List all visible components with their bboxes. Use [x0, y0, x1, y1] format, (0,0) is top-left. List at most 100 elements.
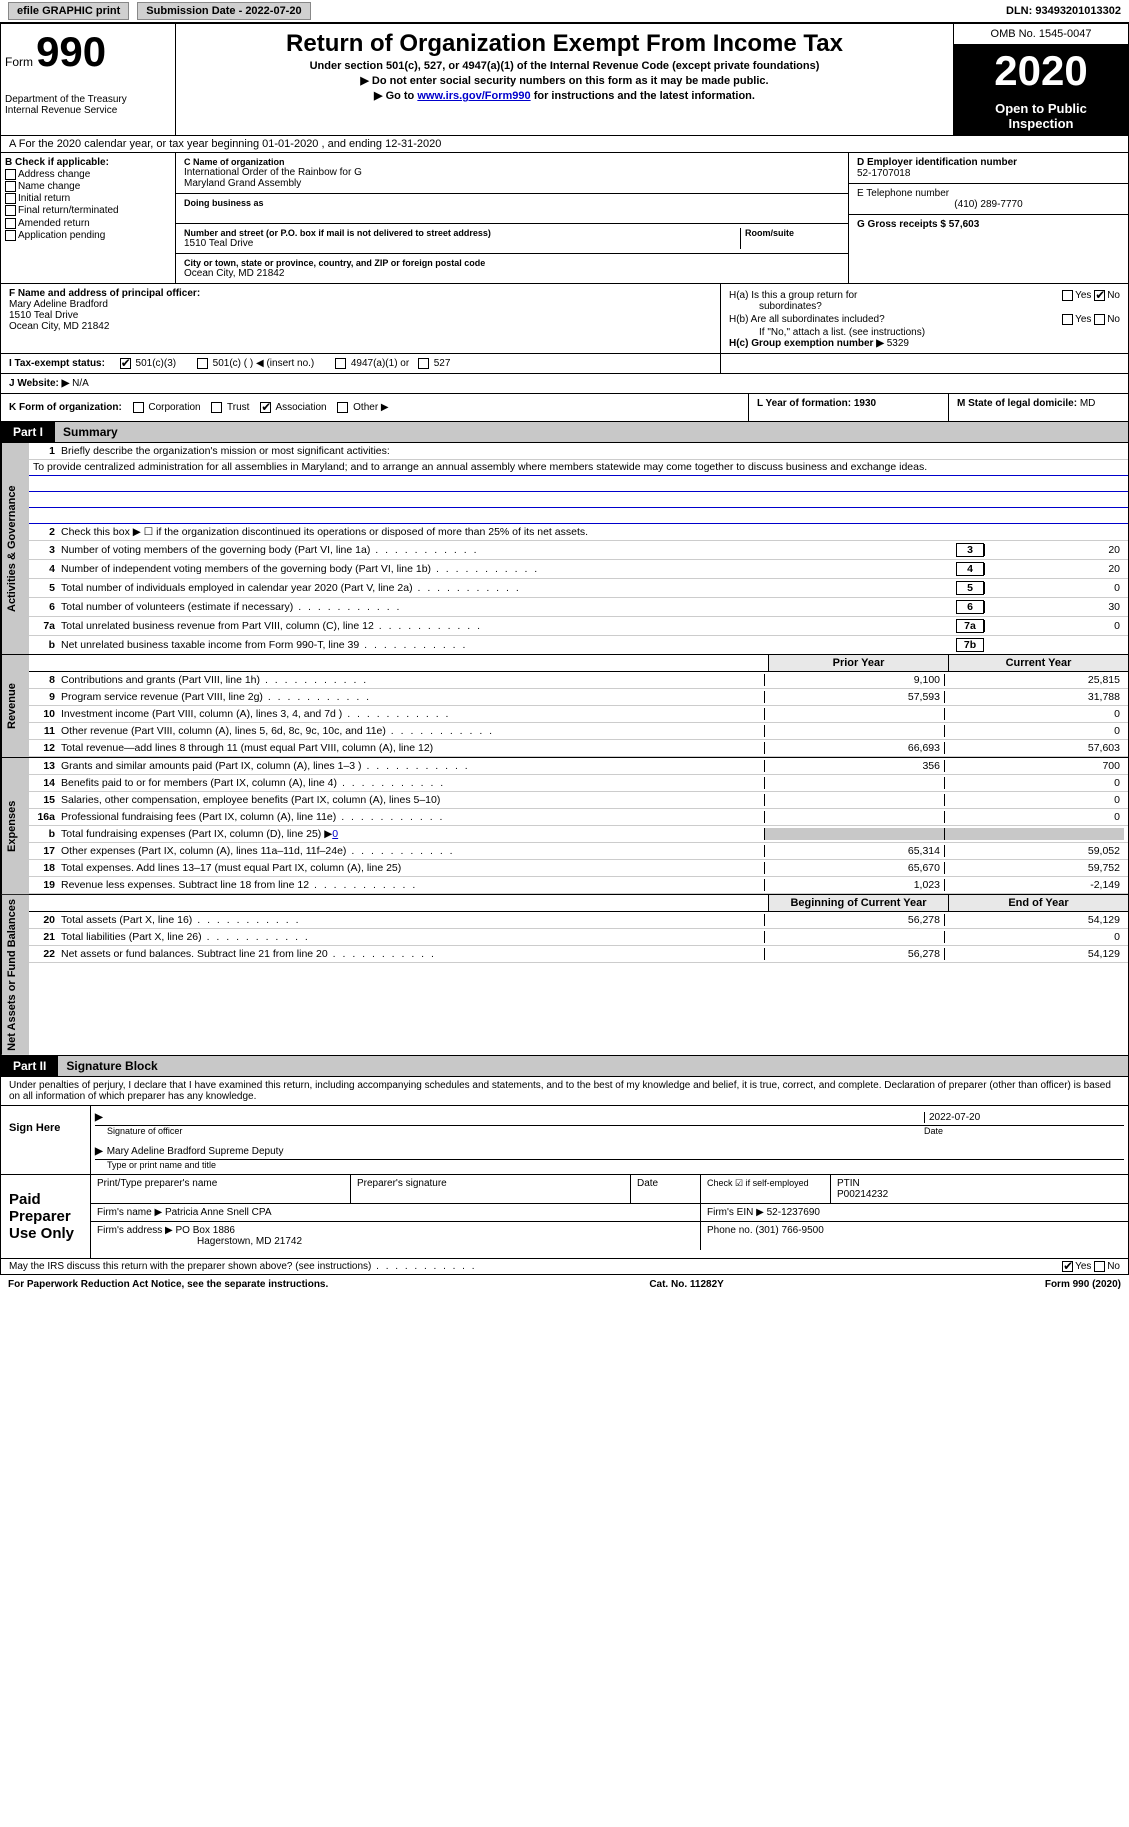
- prep-phone: (301) 766-9500: [755, 1225, 823, 1236]
- line13-desc: Grants and similar amounts paid (Part IX…: [61, 760, 764, 772]
- cb-assoc[interactable]: [260, 402, 271, 413]
- officer-sig-label: Signature of officer: [107, 1126, 182, 1136]
- firm-ein-label: Firm's EIN ▶: [707, 1207, 764, 1218]
- fh-section: F Name and address of principal officer:…: [0, 284, 1129, 354]
- part1-title: Summary: [55, 422, 1128, 442]
- form-word: Form: [5, 55, 33, 69]
- firm-addr-label: Firm's address ▶: [97, 1225, 173, 1236]
- type-name-label: Type or print name and title: [107, 1160, 1124, 1170]
- form-footer: Form 990 (2020): [1045, 1279, 1121, 1290]
- line20-end: 54,129: [944, 914, 1124, 926]
- cb-4947[interactable]: [335, 358, 346, 369]
- officer-name: Mary Adeline Bradford: [9, 299, 712, 310]
- line16a-desc: Professional fundraising fees (Part IX, …: [61, 811, 764, 823]
- subtitle-1: Under section 501(c), 527, or 4947(a)(1)…: [182, 60, 947, 72]
- discuss-no[interactable]: [1094, 1261, 1105, 1272]
- cb-final-return[interactable]: Final return/terminated: [5, 205, 171, 216]
- cb-501c[interactable]: [197, 358, 208, 369]
- line6-val: 30: [984, 601, 1124, 613]
- cb-name-change[interactable]: Name change: [5, 181, 171, 192]
- line3-desc: Number of voting members of the governin…: [61, 544, 956, 556]
- line20-begin: 56,278: [764, 914, 944, 926]
- ha-no[interactable]: [1094, 290, 1105, 301]
- state-domicile-label: M State of legal domicile:: [957, 398, 1077, 409]
- hb-no[interactable]: [1094, 314, 1105, 325]
- line13-prior: 356: [764, 760, 944, 772]
- line19-desc: Revenue less expenses. Subtract line 18 …: [61, 879, 764, 891]
- street-address: 1510 Teal Drive: [184, 238, 740, 249]
- discuss-yes[interactable]: [1062, 1261, 1073, 1272]
- irs-link[interactable]: www.irs.gov/Form990: [417, 90, 530, 102]
- line15-current: 0: [944, 794, 1124, 806]
- subtitle-3b: for instructions and the latest informat…: [531, 90, 755, 102]
- ptin-value: P00214232: [837, 1189, 888, 1200]
- vert-governance: Activities & Governance: [1, 443, 29, 654]
- form-header: Form 990 Department of the Treasury Inte…: [0, 23, 1129, 136]
- officer-addr1: 1510 Teal Drive: [9, 310, 712, 321]
- self-employed-check[interactable]: Check ☑ if self-employed: [701, 1175, 831, 1203]
- line9-desc: Program service revenue (Part VIII, line…: [61, 691, 764, 703]
- cat-number: Cat. No. 11282Y: [649, 1279, 723, 1290]
- cb-501c3[interactable]: [120, 358, 131, 369]
- prep-name-header: Print/Type preparer's name: [91, 1175, 351, 1203]
- phone-label: E Telephone number: [857, 188, 1120, 199]
- line17-prior: 65,314: [764, 845, 944, 857]
- line17-desc: Other expenses (Part IX, column (A), lin…: [61, 845, 764, 857]
- line4-desc: Number of independent voting members of …: [61, 563, 956, 575]
- room-label: Room/suite: [745, 228, 840, 238]
- officer-label: F Name and address of principal officer:: [9, 288, 712, 299]
- firm-name: Patricia Anne Snell CPA: [165, 1207, 272, 1218]
- cb-other[interactable]: [337, 402, 348, 413]
- org-name-1: International Order of the Rainbow for G: [184, 167, 840, 178]
- col-b-title: B Check if applicable:: [5, 157, 171, 168]
- form-title: Return of Organization Exempt From Incom…: [182, 30, 947, 58]
- ha-yes[interactable]: [1062, 290, 1073, 301]
- line21-begin: [764, 931, 944, 943]
- line18-prior: 65,670: [764, 862, 944, 874]
- sign-here-label: Sign Here: [1, 1106, 91, 1174]
- line5-val: 0: [984, 582, 1124, 594]
- form-number: 990: [36, 28, 106, 75]
- prep-date-header: Date: [631, 1175, 701, 1203]
- cb-initial-return[interactable]: Initial return: [5, 193, 171, 204]
- dept-treasury: Department of the Treasury: [5, 94, 171, 105]
- hb-label: H(b) Are all subordinates included?: [729, 314, 885, 325]
- city-label: City or town, state or province, country…: [184, 258, 840, 268]
- irs-label: Internal Revenue Service: [5, 105, 171, 116]
- cb-pending[interactable]: Application pending: [5, 230, 171, 241]
- part2-label: Part II: [1, 1056, 58, 1076]
- line14-prior: [764, 777, 944, 789]
- vert-revenue: Revenue: [1, 655, 29, 757]
- efile-print-button[interactable]: efile GRAPHIC print: [8, 2, 129, 20]
- line8-desc: Contributions and grants (Part VIII, lin…: [61, 674, 764, 686]
- line10-desc: Investment income (Part VIII, column (A)…: [61, 708, 764, 720]
- addr-label: Number and street (or P.O. box if mail i…: [184, 228, 740, 238]
- line21-end: 0: [944, 931, 1124, 943]
- cb-corp[interactable]: [133, 402, 144, 413]
- cb-trust[interactable]: [211, 402, 222, 413]
- line12-desc: Total revenue—add lines 8 through 11 (mu…: [61, 742, 764, 754]
- penalty-text: Under penalties of perjury, I declare th…: [0, 1077, 1129, 1106]
- cb-address-change[interactable]: Address change: [5, 169, 171, 180]
- line19-current: -2,149: [944, 879, 1124, 891]
- line18-current: 59,752: [944, 862, 1124, 874]
- vert-expenses: Expenses: [1, 758, 29, 894]
- subtitle-2: ▶ Do not enter social security numbers o…: [182, 74, 947, 87]
- ein-label: D Employer identification number: [857, 157, 1120, 168]
- line18-desc: Total expenses. Add lines 13–17 (must eq…: [61, 862, 764, 874]
- line11-current: 0: [944, 725, 1124, 737]
- paid-preparer-label: Paid Preparer Use Only: [1, 1175, 91, 1258]
- website-value: N/A: [72, 378, 89, 389]
- org-name-label: C Name of organization: [184, 157, 840, 167]
- org-name-2: Maryland Grand Assembly: [184, 178, 840, 189]
- line20-desc: Total assets (Part X, line 16): [61, 914, 764, 926]
- cb-527[interactable]: [418, 358, 429, 369]
- cb-amended[interactable]: Amended return: [5, 218, 171, 229]
- phone-value: (410) 289-7770: [857, 199, 1120, 210]
- hb-yes[interactable]: [1062, 314, 1073, 325]
- line1-desc: Briefly describe the organization's miss…: [61, 445, 1124, 457]
- line3-val: 20: [984, 544, 1124, 556]
- website-label: J Website: ▶: [9, 378, 69, 389]
- mission-text: To provide centralized administration fo…: [29, 460, 1128, 476]
- hc-label: H(c) Group exemption number ▶: [729, 338, 884, 349]
